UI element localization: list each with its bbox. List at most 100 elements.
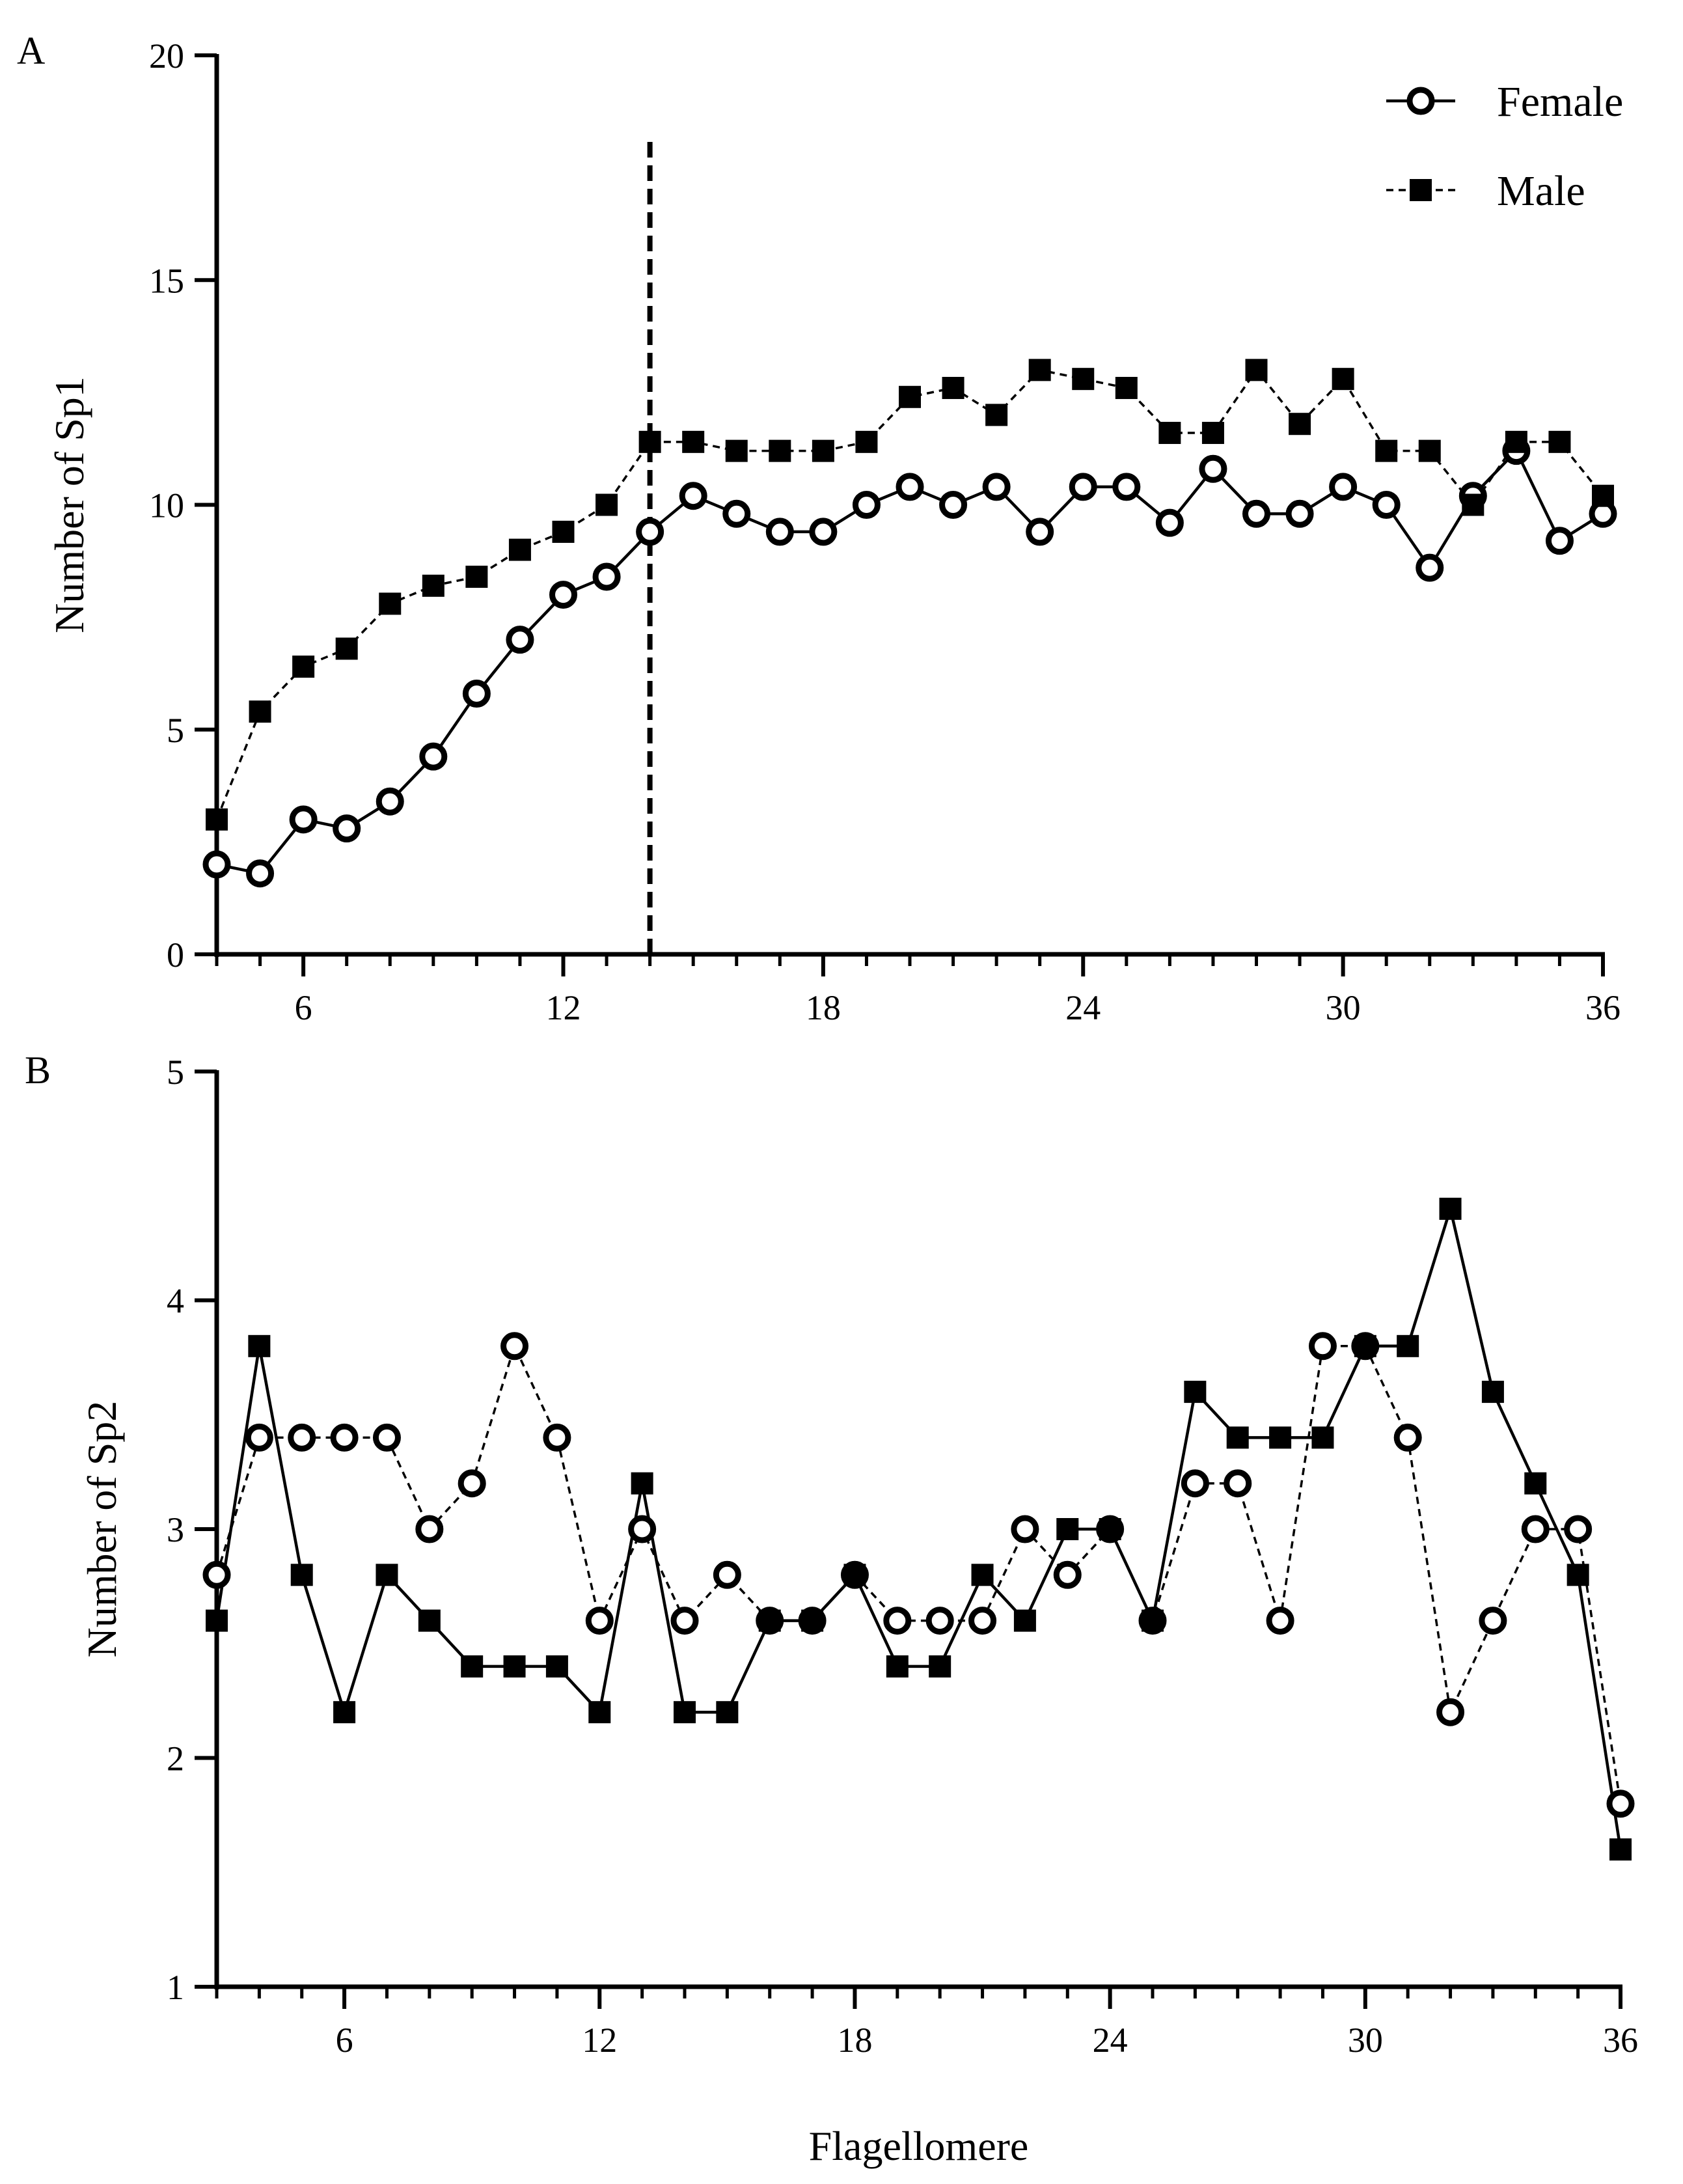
data-point-female [636,518,664,546]
data-point-female [628,1515,657,1543]
data-point-female [376,787,404,816]
data-point-male [1332,368,1354,391]
data-point-female [458,1469,486,1498]
data-point-male [1462,493,1485,516]
legend-marker-male [1410,179,1432,201]
data-point-male [1481,1381,1504,1403]
data-point-male [682,430,705,453]
data-point-male [801,1609,824,1632]
data-point-male [1013,1609,1036,1632]
x-tick-label: 30 [1326,988,1361,1027]
legend: Female Male [1386,78,1623,215]
data-point-female [543,1423,571,1452]
y-tick-label: 15 [149,261,184,300]
data-point-female [415,1515,444,1543]
y-tick-label: 3 [167,1510,184,1549]
data-point-female [1416,553,1444,582]
data-point-female [1224,1469,1252,1498]
data-point-female [500,1332,529,1361]
data-point-male [545,1655,568,1678]
panel-label: B [25,1049,51,1092]
data-point-female [883,1607,912,1635]
x-tick-label: 18 [806,988,841,1027]
series-line-male [215,1207,1622,1850]
y-tick-label: 1 [167,1968,184,2007]
data-point-female [1436,1698,1465,1726]
data-point-male [1289,413,1311,435]
x-tick-label: 24 [1065,988,1101,1027]
data-point-male [971,1564,994,1586]
series-line-male [215,368,1604,820]
x-tick-label: 12 [582,2021,617,2060]
x-tick-label: 18 [837,2021,872,2060]
data-point-male [1567,1564,1589,1586]
data-point-female [462,680,491,708]
data-point-male [292,656,315,678]
data-point-male [638,430,661,453]
data-point-male [929,1655,951,1678]
legend-label-male: Male [1497,167,1585,215]
x-tick-label: 36 [1585,988,1621,1027]
data-point-female [722,499,751,528]
data-point-male [1158,422,1181,445]
data-point-female [592,562,621,591]
data-point-male [1397,1334,1419,1357]
data-point-male [1115,376,1138,399]
data-point-male [465,565,488,588]
data-point-female [1026,518,1054,546]
data-point-male [1354,1334,1376,1357]
data-point-male [333,1701,356,1724]
data-point-female [1308,1332,1337,1361]
data-point-male [1505,430,1527,453]
data-point-male [1592,484,1614,507]
x-tick-label: 6 [295,988,312,1027]
data-point-female [1266,1607,1294,1635]
data-point-male [1524,1472,1547,1495]
data-point-female [1011,1515,1039,1543]
data-point-male [1548,430,1571,453]
data-point-male [942,376,965,399]
data-point-male [716,1701,739,1724]
data-point-female [1606,1790,1635,1818]
y-tick-label: 0 [167,935,184,975]
data-point-male [1226,1426,1249,1449]
data-point-female [202,1560,231,1589]
y-tick-label: 4 [167,1282,184,1321]
data-point-male [1142,1609,1164,1632]
data-point-male [1056,1518,1079,1540]
data-point-female [670,1607,699,1635]
panel-label: A [17,29,45,72]
data-point-male [335,637,358,660]
x-tick-label: 6 [336,2021,353,2060]
legend-label-female: Female [1497,78,1623,126]
x-tick-label: 36 [1603,2021,1638,2060]
data-point-female [372,1423,401,1452]
data-point-male [1375,439,1398,462]
data-point-male [418,1609,441,1632]
panel-a: A 0 5 10 15 20 6 12 18 24 30 36 Number of Sp1 Female M… [17,29,1623,1027]
data-point-female [1564,1515,1593,1543]
data-point-male [206,1609,228,1632]
data-point-male [769,439,791,462]
data-point-female [202,850,231,879]
data-point-male [812,439,834,462]
data-point-female [1521,1515,1550,1543]
data-point-male [461,1655,484,1678]
data-point-male [843,1564,866,1586]
data-point-male [1418,439,1441,462]
data-point-male [1269,1426,1292,1449]
data-point-male [855,430,878,453]
data-point-male [886,1655,909,1678]
data-point-male [1201,422,1224,445]
data-point-male [503,1655,526,1678]
y-tick-label: 2 [167,1739,184,1778]
data-point-female [549,581,577,609]
data-point-female [939,491,968,519]
data-point-female [245,1423,273,1452]
data-point-male [1609,1838,1632,1861]
data-point-female [1393,1423,1422,1452]
data-point-female [506,626,534,654]
data-point-female [1069,473,1097,501]
